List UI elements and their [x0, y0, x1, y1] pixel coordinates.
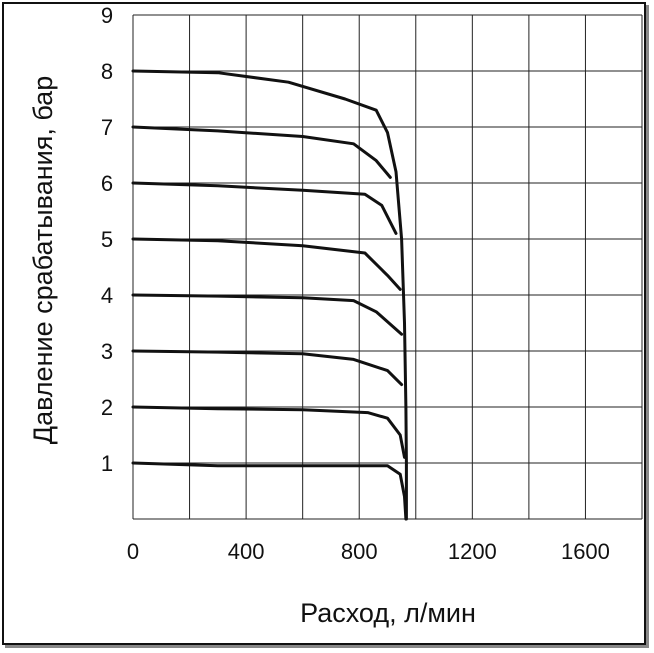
- chart-frame: [2, 2, 646, 645]
- series-line-2: [131, 405, 406, 459]
- y-tick-label: 6: [101, 171, 113, 196]
- series-line-5: [131, 237, 402, 291]
- x-tick-label: 800: [341, 539, 378, 564]
- series-line-3: [131, 349, 404, 387]
- x-tick-label: 1200: [448, 539, 497, 564]
- x-axis-label: Расход, л/мин: [300, 598, 476, 628]
- y-axis-label: Давление срабатывания, бар: [28, 76, 58, 444]
- y-tick-label: 8: [101, 59, 113, 84]
- y-tick-label: 5: [101, 227, 113, 252]
- x-tick-label: 1600: [561, 539, 610, 564]
- y-tick-label: 9: [101, 3, 113, 28]
- y-tick-label: 4: [101, 283, 113, 308]
- series-line-1: [131, 461, 408, 521]
- series-line-8: [131, 69, 408, 521]
- tick-labels: 0 400 800 1200 1600 1 2 3 4 5 6 7 8 9: [101, 3, 610, 564]
- grid: [132, 14, 643, 520]
- x-tick-label: 0: [127, 539, 139, 564]
- series-layer: [131, 69, 408, 521]
- y-tick-label: 3: [101, 339, 113, 364]
- series-line-6: [131, 181, 398, 235]
- series-line-7: [131, 125, 392, 179]
- x-tick-label: 400: [228, 539, 265, 564]
- y-tick-label: 1: [101, 451, 113, 476]
- y-tick-label: 2: [101, 395, 113, 420]
- y-tick-label: 7: [101, 115, 113, 140]
- series-line-4: [131, 293, 404, 336]
